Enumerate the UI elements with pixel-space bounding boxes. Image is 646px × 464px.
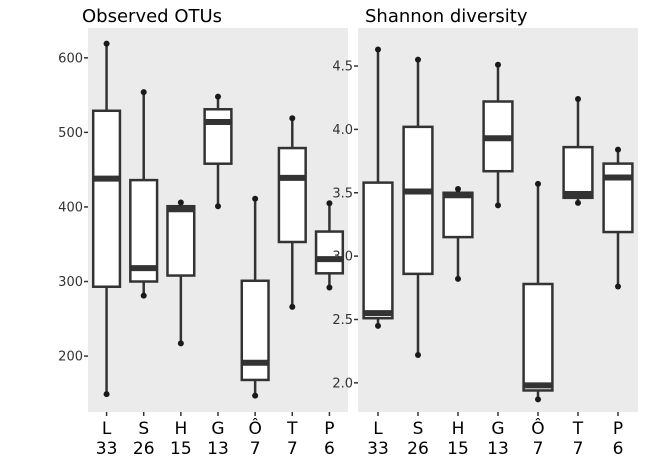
data-point: [415, 351, 421, 358]
x-count-label: 7: [573, 439, 584, 459]
panel-title: Observed OTUs: [82, 6, 222, 27]
y-tick-label: 2.0: [332, 376, 353, 391]
x-category-label: P: [613, 419, 623, 439]
data-point: [140, 89, 147, 96]
y-tick-label: 500: [58, 126, 83, 141]
data-point: [103, 40, 110, 47]
x-category-label: S: [138, 419, 149, 439]
box-Ô: [240, 198, 270, 396]
box-S: [402, 59, 434, 355]
box-P: [602, 149, 634, 287]
x-count-label: 15: [447, 439, 469, 459]
box-iqr: [522, 282, 554, 392]
box-iqr: [442, 191, 474, 239]
box-iqr: [91, 109, 122, 288]
panel-title: Shannon diversity: [365, 6, 528, 27]
box-iqr: [203, 108, 233, 165]
y-tick-label: 300: [58, 275, 83, 290]
box-T: [277, 118, 307, 307]
data-point: [375, 322, 381, 329]
y-tick-label: 4.5: [332, 60, 353, 75]
data-point: [289, 115, 296, 122]
x-category-label: H: [174, 419, 187, 439]
data-point: [575, 95, 581, 102]
x-category-label: G: [491, 419, 504, 439]
y-tick-label: 3.5: [332, 186, 353, 201]
x-category-label: Ô: [531, 417, 544, 439]
box-G: [203, 96, 233, 207]
box-iqr: [314, 230, 345, 275]
data-point: [615, 283, 621, 290]
box-iqr: [362, 181, 394, 320]
y-tick-label: 200: [58, 350, 83, 365]
box-L: [362, 49, 394, 326]
box-iqr: [562, 145, 594, 200]
x-count-label: 33: [367, 439, 389, 459]
data-point: [495, 202, 501, 209]
data-point: [575, 199, 581, 206]
x-category-label: P: [324, 419, 334, 439]
data-point: [535, 396, 541, 403]
data-point: [215, 203, 221, 210]
data-point: [215, 93, 221, 100]
y-tick-label: 3.0: [332, 250, 353, 265]
box-iqr: [402, 125, 434, 276]
box-iqr: [277, 146, 307, 244]
box-Ô: [522, 183, 554, 400]
x-category-label: L: [102, 419, 112, 439]
data-point: [326, 284, 333, 291]
data-point: [103, 391, 110, 398]
data-point: [326, 200, 333, 207]
data-point: [375, 46, 381, 53]
box-L: [91, 43, 122, 395]
x-category-label: H: [452, 419, 465, 439]
box-G: [482, 64, 514, 206]
panel-shannon-diversity: Shannon diversity 2.0 2.5 3.0 3.5 4.0 4.5 L33 S2…: [332, 6, 638, 459]
panel-observed-otus: Observed OTUs 200 300 400 500 600 L33 S26 H15 G13…: [58, 6, 348, 459]
y-tick-label: 4.0: [332, 123, 353, 138]
y-tick-label: 2.5: [332, 313, 353, 328]
x-count-label: 6: [324, 439, 335, 459]
data-point: [252, 392, 259, 399]
x-category-label: T: [572, 419, 584, 439]
box-iqr: [602, 162, 634, 234]
panel-background: [88, 28, 348, 412]
x-category-label: S: [413, 419, 424, 439]
y-tick-label: 600: [58, 51, 83, 66]
box-S: [129, 92, 159, 296]
data-point: [615, 146, 621, 153]
data-point: [535, 180, 541, 187]
data-point: [252, 195, 259, 202]
x-count-label: 13: [487, 439, 509, 459]
x-count-label: 33: [96, 439, 118, 459]
x-count-label: 7: [250, 439, 261, 459]
data-point: [495, 61, 501, 68]
data-point: [140, 292, 147, 299]
data-point: [455, 185, 461, 192]
x-category-label: T: [286, 419, 298, 439]
box-T: [562, 98, 594, 203]
x-category-label: G: [211, 419, 224, 439]
x-count-label: 26: [407, 439, 429, 459]
x-count-label: 15: [170, 439, 192, 459]
x-count-label: 7: [533, 439, 544, 459]
box-iqr: [129, 178, 159, 283]
x-category-label: L: [373, 419, 383, 439]
x-count-label: 26: [133, 439, 155, 459]
box-iqr: [166, 204, 196, 277]
box-P: [314, 203, 345, 288]
y-tick-label: 400: [58, 200, 83, 215]
data-point: [177, 340, 184, 347]
data-point: [177, 199, 184, 206]
x-count-label: 13: [207, 439, 229, 459]
data-point: [415, 56, 421, 63]
x-count-label: 7: [287, 439, 298, 459]
box-H: [442, 188, 474, 279]
box-H: [166, 202, 196, 344]
data-point: [455, 275, 461, 282]
x-count-label: 6: [613, 439, 624, 459]
x-category-label: Ô: [248, 417, 261, 439]
data-point: [289, 303, 296, 310]
